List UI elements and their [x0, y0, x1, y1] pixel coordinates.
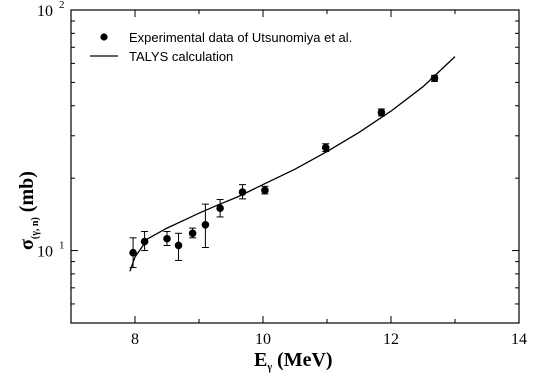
data-marker	[163, 234, 171, 243]
data-marker	[129, 248, 137, 257]
data-marker	[216, 204, 224, 213]
data-point	[216, 199, 224, 218]
data-marker	[238, 188, 247, 196]
y-axis-title-sub: (γ, n)	[30, 217, 41, 239]
tick-labels: 8 10 12 14 10 1 10 2	[37, 0, 527, 348]
talys-line	[129, 56, 456, 272]
y-axis-title-unit: (mb)	[16, 171, 38, 217]
x-tick-label: 12	[383, 331, 399, 348]
plot-frame	[70, 9, 520, 324]
legend-marker-experimental	[100, 33, 108, 41]
legend-label-experimental: Experimental data of Utsunomiya et al.	[129, 30, 352, 45]
x-tick-label: 14	[511, 331, 527, 348]
data-marker	[201, 220, 210, 229]
data-point	[238, 184, 247, 200]
y-tick-label: 10	[37, 244, 53, 261]
x-axis-title: Eγ (MeV)	[254, 349, 333, 373]
data-point	[377, 108, 386, 117]
data-point	[163, 231, 171, 246]
legend: Experimental data of Utsunomiya et al. T…	[90, 30, 352, 64]
y-tick-exponent: 2	[59, 0, 65, 11]
y-tick-exponent: 1	[59, 240, 65, 252]
data-point	[140, 231, 149, 252]
data-point	[129, 237, 137, 269]
talys-series	[129, 56, 456, 272]
y-tick-label: 10	[37, 3, 53, 20]
data-point	[321, 143, 330, 153]
data-marker	[377, 108, 386, 117]
data-marker	[188, 229, 197, 238]
data-point	[201, 203, 210, 248]
data-marker	[321, 143, 330, 152]
x-tick-label: 8	[131, 331, 139, 348]
data-marker	[140, 237, 149, 246]
data-point	[430, 74, 439, 83]
experimental-series	[129, 74, 439, 269]
x-axis-title-unit: (MeV)	[272, 349, 333, 371]
data-marker	[430, 74, 439, 83]
data-marker	[261, 186, 269, 195]
legend-label-talys: TALYS calculation	[129, 49, 233, 64]
y-axis-title: σ(γ, n) (mb)	[16, 171, 41, 250]
x-axis-title-sub: γ	[266, 362, 272, 373]
x-tick-label: 10	[255, 331, 271, 348]
data-point	[188, 227, 197, 239]
axis-ticks	[70, 9, 520, 324]
data-point	[261, 185, 269, 195]
data-marker	[174, 241, 183, 250]
y-axis-title-main: σ	[16, 239, 38, 250]
x-axis-title-main: E	[254, 349, 267, 371]
data-point	[174, 232, 183, 261]
